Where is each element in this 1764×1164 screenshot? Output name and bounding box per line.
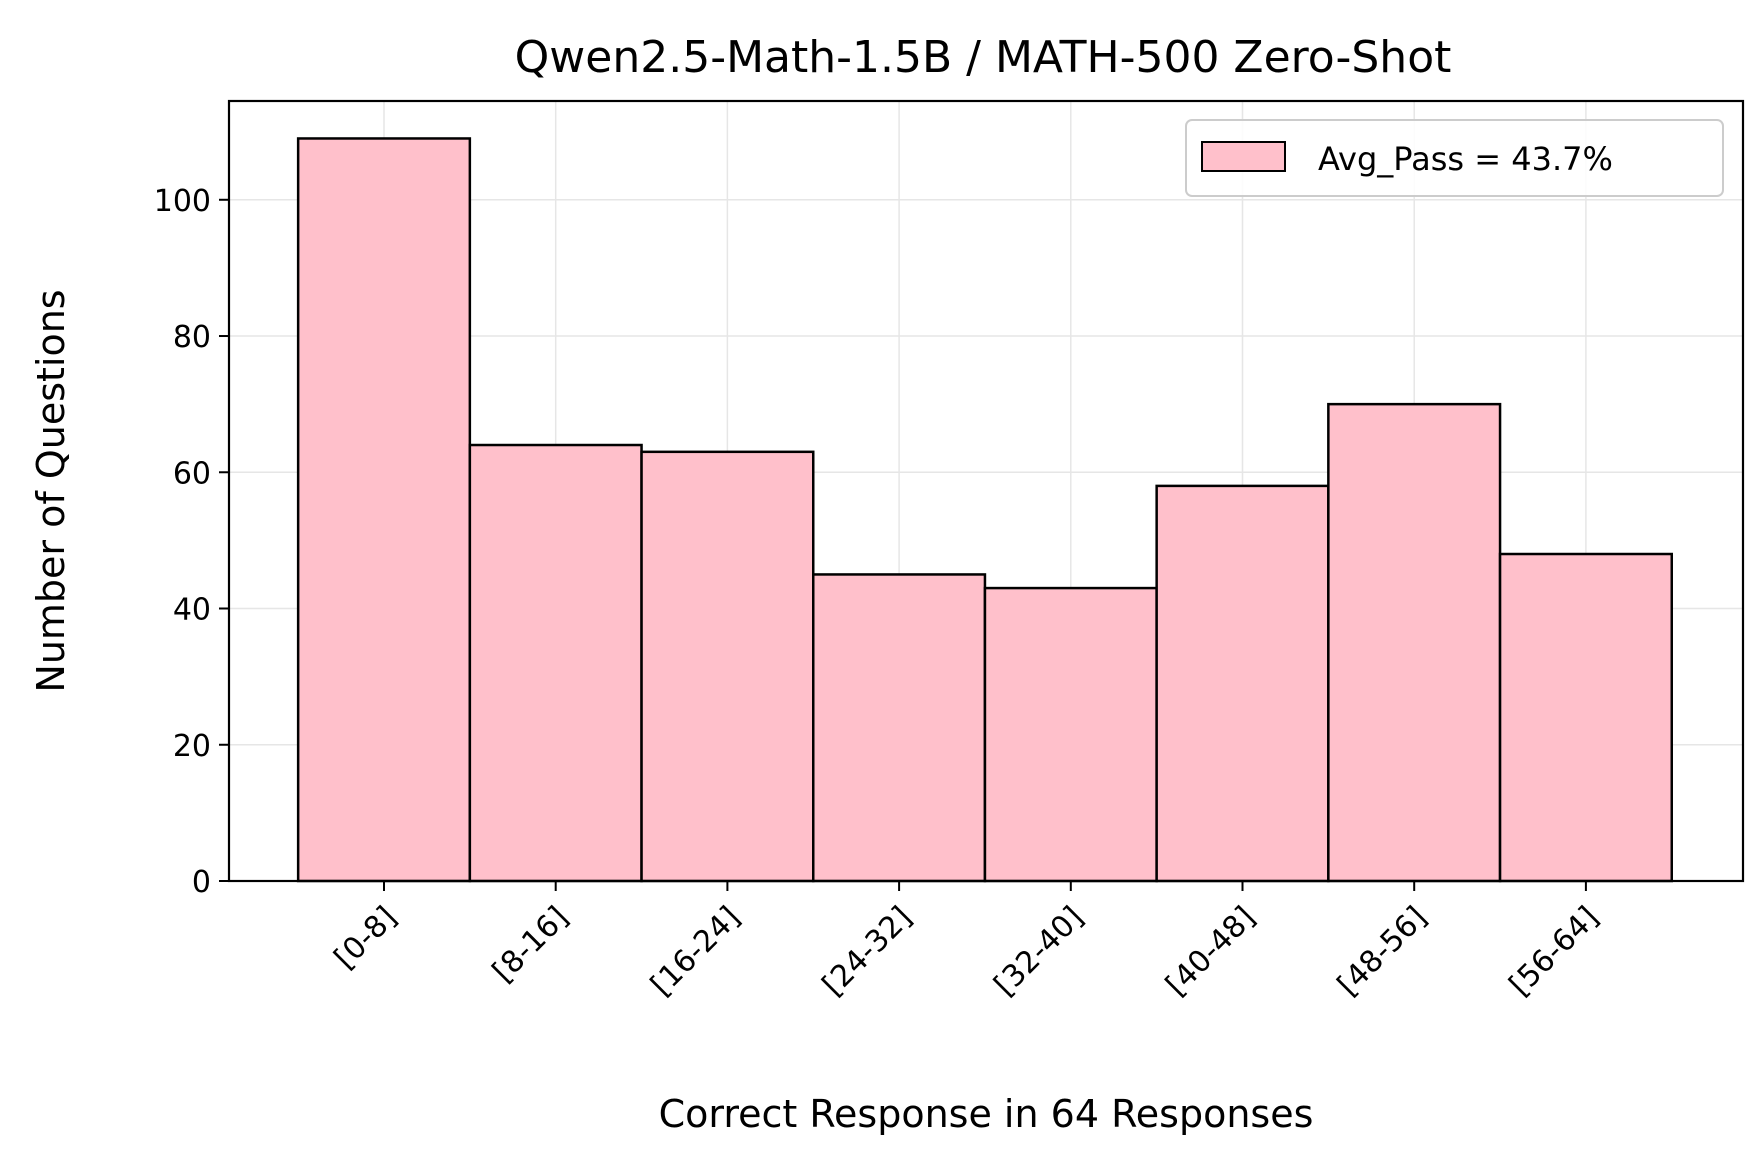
x-axis-ticks: [0-8] [8-16] [16-24] [24-32] [32-40] [40-48] [… bbox=[328, 881, 1606, 1003]
legend-label: Avg_Pass = 43.7% bbox=[1318, 140, 1613, 178]
y-tick-label: 20 bbox=[173, 729, 211, 764]
y-tick-label: 0 bbox=[192, 865, 211, 900]
bar bbox=[296, 137, 472, 883]
bars bbox=[296, 137, 1674, 883]
bar bbox=[468, 443, 643, 883]
y-tick-label: 40 bbox=[173, 593, 211, 628]
y-axis-label: Number of Questions bbox=[29, 289, 73, 692]
y-tick-label: 80 bbox=[173, 320, 211, 355]
y-tick-label: 60 bbox=[173, 456, 211, 491]
x-tick-label: [40-48] bbox=[1159, 900, 1262, 1003]
x-axis-label: Correct Response in 64 Responses bbox=[659, 1092, 1314, 1136]
legend: Avg_Pass = 43.7% bbox=[1185, 119, 1724, 197]
y-axis-ticks: 0 20 40 60 80 100 bbox=[154, 184, 229, 900]
legend-frame bbox=[1185, 119, 1724, 197]
legend-swatch bbox=[1201, 141, 1286, 172]
bar bbox=[1327, 402, 1502, 883]
x-tick-label: [8-16] bbox=[486, 900, 575, 989]
bar bbox=[1498, 552, 1674, 883]
bar bbox=[1155, 484, 1330, 883]
x-tick-label: [32-40] bbox=[988, 900, 1091, 1003]
chart-title: Qwen2.5-Math-1.5B / MATH-500 Zero-Shot bbox=[515, 32, 1452, 83]
x-tick-label: [24-32] bbox=[816, 900, 919, 1003]
x-tick-label: [0-8] bbox=[328, 900, 404, 976]
bar bbox=[640, 450, 815, 883]
x-tick-label: [56-64] bbox=[1503, 900, 1606, 1003]
bar bbox=[812, 573, 987, 883]
plot-frame bbox=[227, 99, 1745, 883]
bar bbox=[983, 586, 1158, 883]
y-tick-label: 100 bbox=[154, 184, 211, 219]
x-tick-label: [16-24] bbox=[644, 900, 747, 1003]
x-tick-label: [48-56] bbox=[1331, 900, 1434, 1003]
